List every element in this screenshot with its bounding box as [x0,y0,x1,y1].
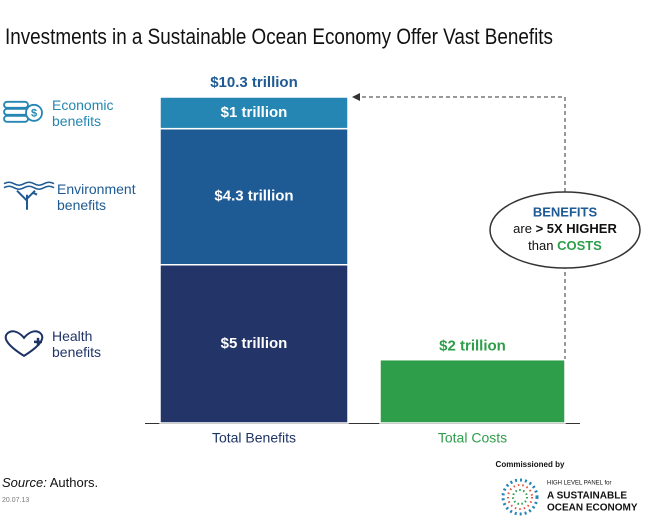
icon [3,107,29,116]
bar-segment [159,96,349,130]
value-label: $2 trillion [439,338,506,355]
callout-bubble [489,191,641,269]
commissioned-by: Commissioned by [496,460,565,469]
legend-icon [4,330,44,358]
total-label: $10.3 trillion [210,74,298,91]
icon: $ [31,108,37,120]
logo-mark [501,478,539,516]
icon [3,100,29,109]
icon [25,103,43,122]
callout-text: BENEFITS [533,204,598,219]
source-text: Authors. [50,475,98,490]
legend-entry: Economic benefits [52,96,114,129]
logo-text: HIGH LEVEL PANEL for [547,481,611,487]
icon [3,114,29,123]
logo-text: A SUSTAINABLE [547,491,627,502]
source-label: Source: [2,475,47,490]
callout-text: are > 5X HIGHER [513,221,617,236]
value-label: $1 trillion [221,104,288,121]
bar-segment [159,263,349,424]
callout-text: than [528,238,553,253]
icon [3,181,55,186]
callout-text: than COSTS [528,238,602,253]
legend-icon: $ [3,100,43,123]
arrow [356,96,566,367]
logo-ring [507,484,533,510]
callout-text: COSTS [557,238,602,253]
source: Source: Authors. [2,475,98,490]
bar-segment [159,127,349,266]
logo-ring [501,478,539,516]
logo-text: OCEAN ECONOMY [547,503,638,514]
icon [4,330,44,358]
legend-entry: Health benefits [52,327,102,360]
icon [3,185,55,190]
logo-ring [512,489,528,505]
callout-text: are [513,221,532,236]
bar-segment [379,358,566,424]
value-label: $5 trillion [221,335,288,352]
callout-text: > 5X HIGHER [536,221,618,236]
value-label: $4.3 trillion [214,188,293,205]
icon [34,337,42,346]
icon [16,189,38,210]
legend-icon [3,181,55,210]
chart-title: Investments in a Sustainable Ocean Econo… [5,24,553,49]
date: 20.07.13 [2,497,29,504]
arrow-head [352,93,360,101]
x-tick-label: Total Benefits [212,430,296,446]
legend-entry: Environment benefits [57,180,136,213]
x-tick-label: Total Costs [438,430,507,446]
